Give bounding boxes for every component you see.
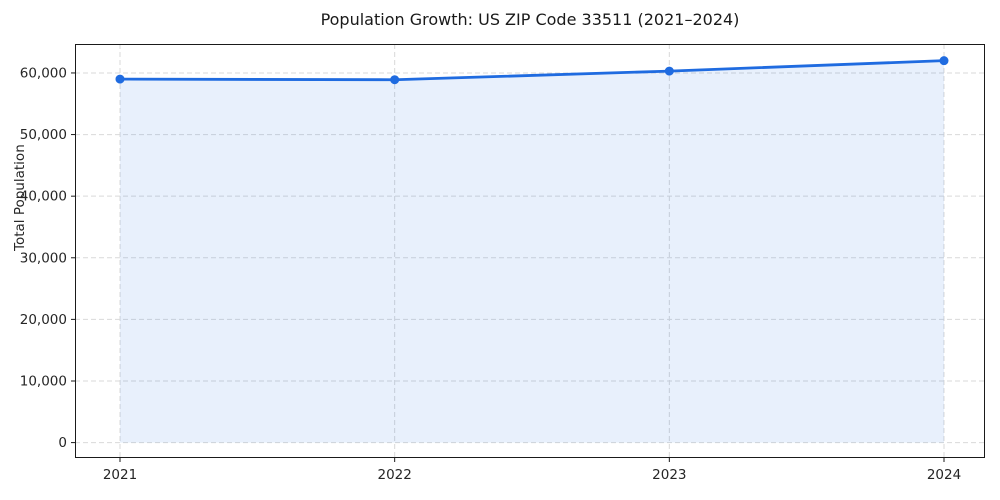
- data-point-marker: [115, 74, 125, 84]
- y-tick-label: 60,000: [20, 65, 67, 81]
- y-tick-label: 0: [58, 435, 67, 451]
- y-tick-label: 40,000: [20, 189, 67, 205]
- x-tick-label: 2024: [927, 467, 961, 483]
- data-point-marker: [390, 75, 400, 85]
- data-line: [118, 59, 946, 82]
- plot-border: [75, 44, 985, 458]
- y-tick-label: 10,000: [20, 373, 67, 389]
- data-point-marker: [939, 56, 949, 66]
- data-point-marker: [664, 66, 674, 76]
- chart-title: Population Growth: US ZIP Code 33511 (20…: [320, 10, 740, 29]
- x-tick-label: 2021: [103, 467, 137, 483]
- x-tick-label: 2023: [652, 467, 686, 483]
- area-fill: [120, 60, 944, 443]
- y-tick-label: 30,000: [20, 250, 67, 266]
- y-tick-label: 20,000: [20, 312, 67, 328]
- y-tick-label: 50,000: [20, 127, 67, 143]
- x-tick-label: 2022: [377, 467, 411, 483]
